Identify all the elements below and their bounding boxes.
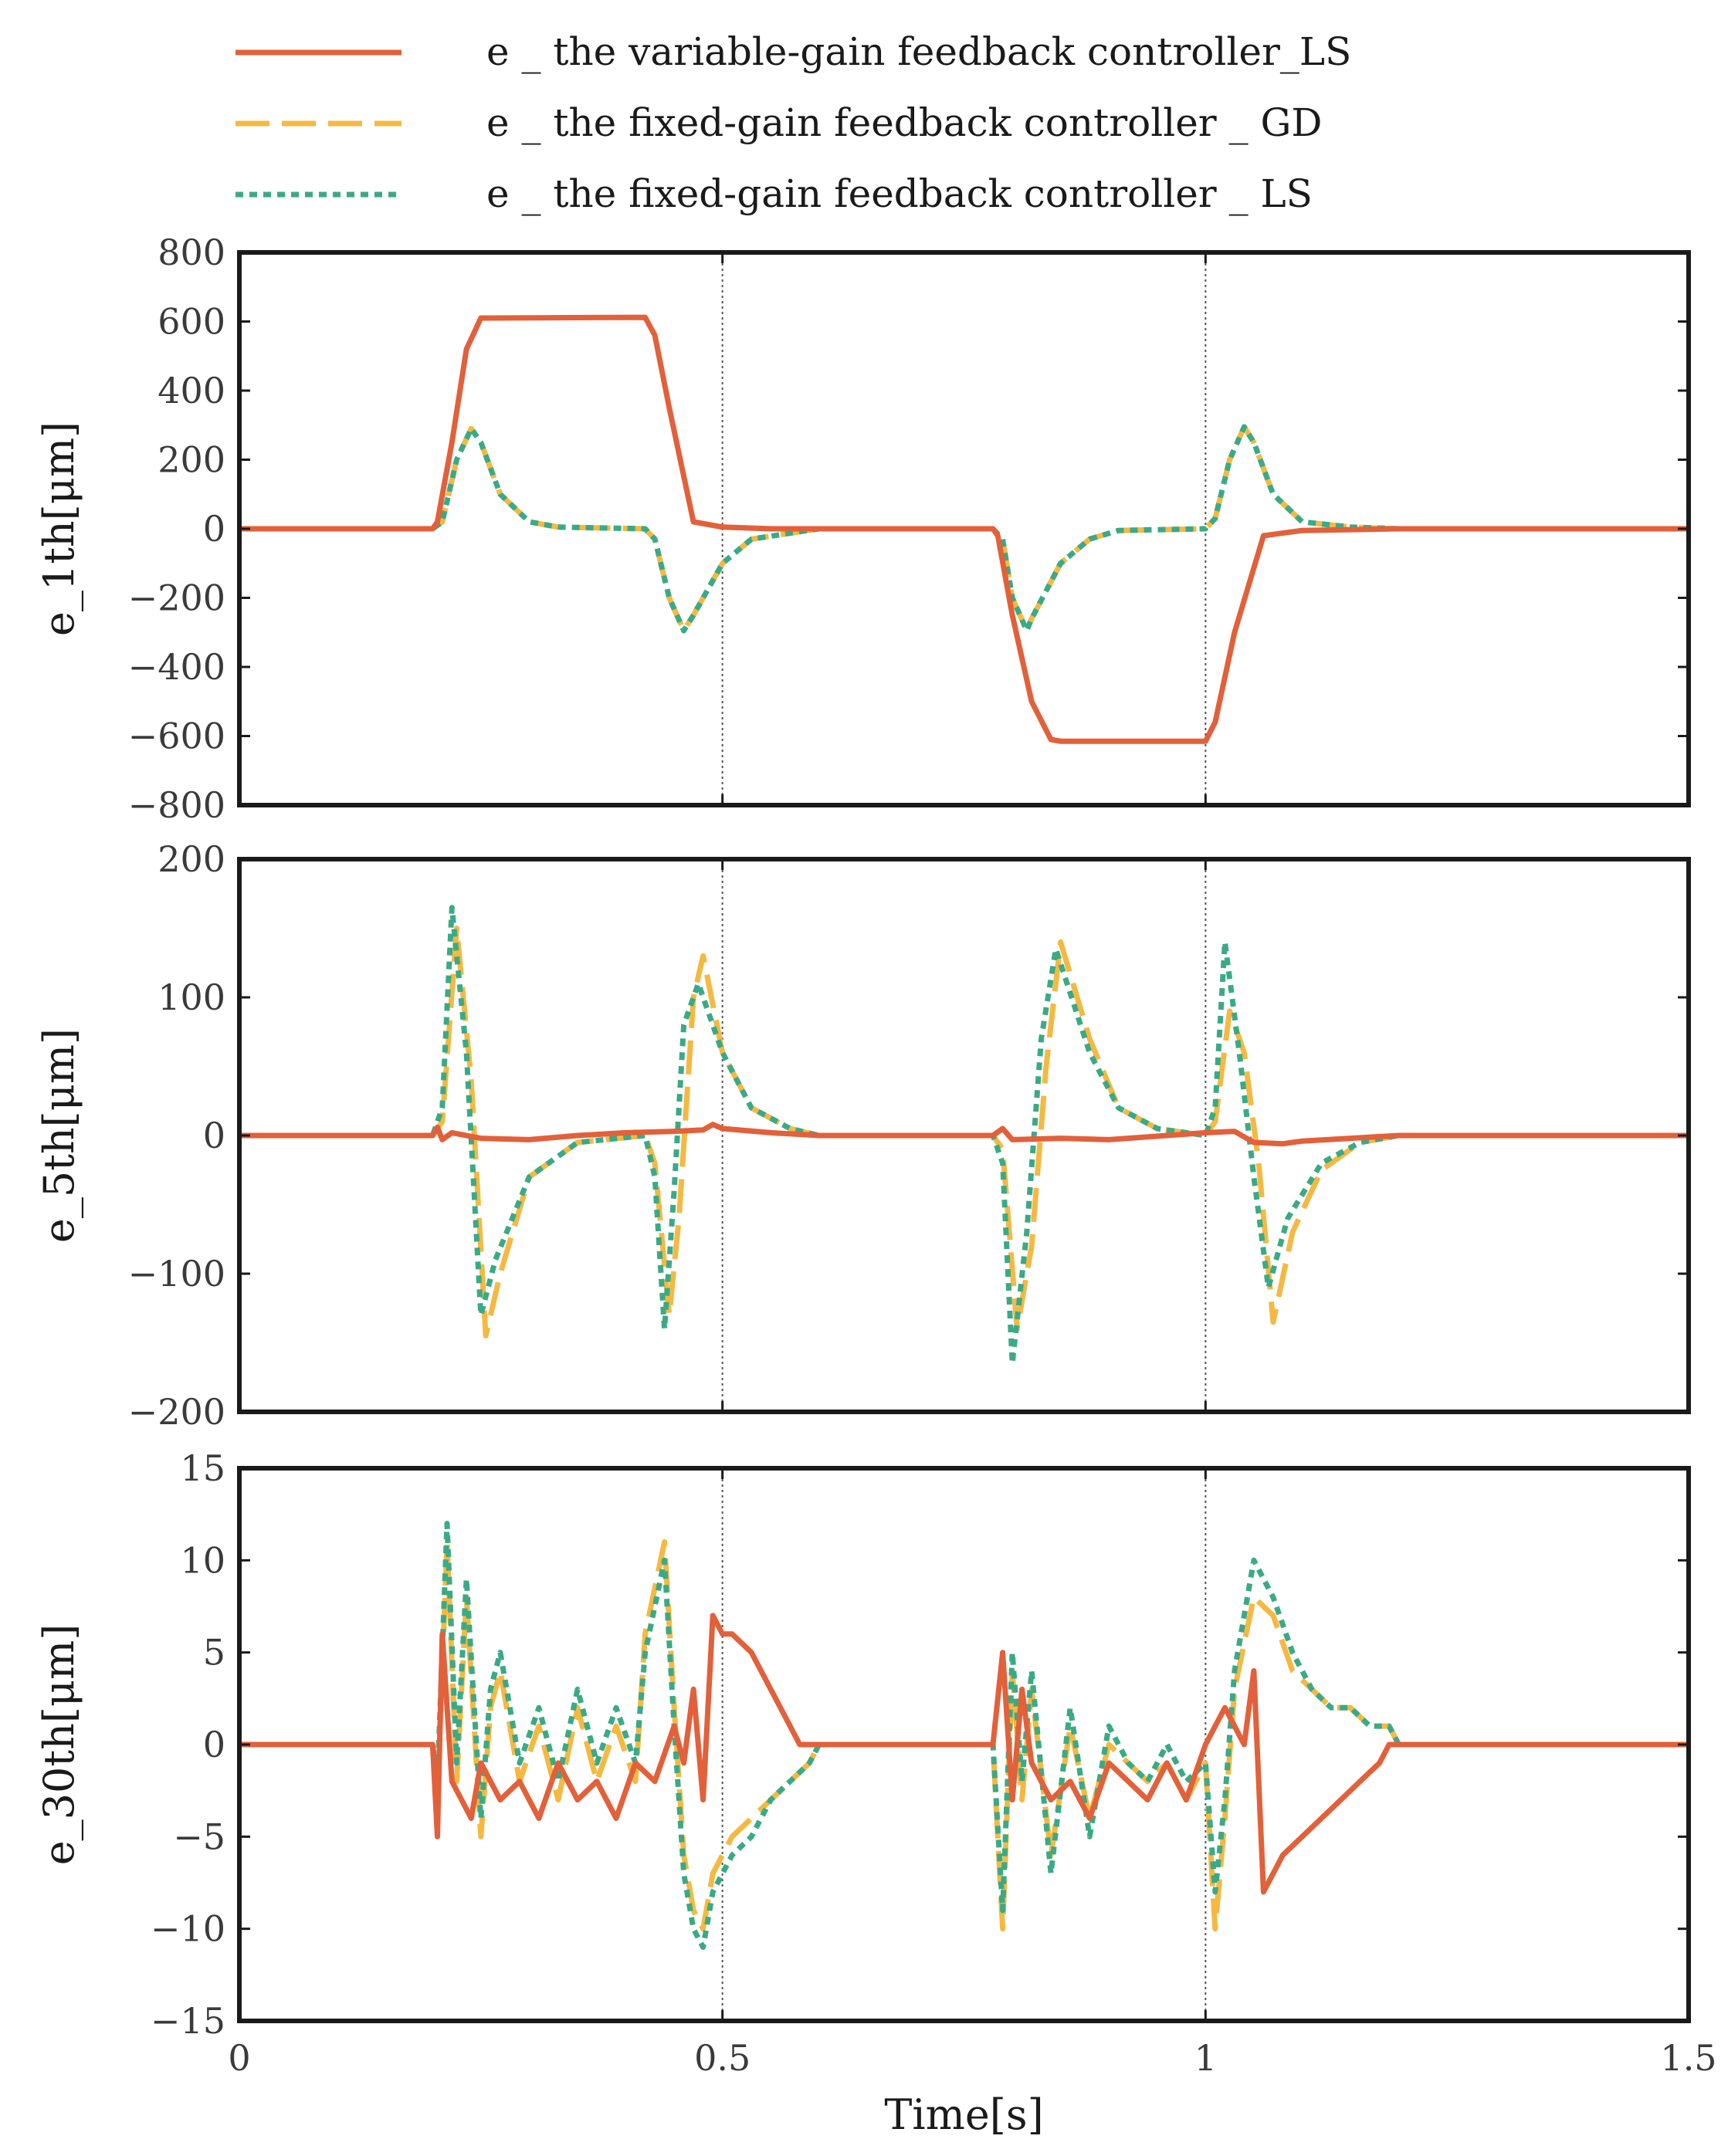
ytick-label: −5	[173, 1816, 225, 1857]
series-line-bottom-0	[239, 1613, 1689, 1895]
ytick-label: −400	[128, 646, 225, 688]
legend-label-0: e _ the variable-gain feedback controlle…	[486, 29, 1351, 74]
ytick-label: 400	[158, 370, 225, 411]
legend-label-1: e _ the fixed-gain feedback controller _…	[486, 100, 1323, 145]
ytick-label: 0	[203, 508, 225, 550]
ytick-label: 0	[203, 1724, 225, 1765]
ytick-label: −10	[151, 1908, 225, 1950]
xtick-label: 0	[228, 2037, 250, 2079]
x-axis-label: Time[s]	[884, 2090, 1043, 2139]
legend: e _ the variable-gain feedback controlle…	[235, 29, 1351, 216]
ytick-label: 800	[158, 232, 225, 273]
ytick-label: 600	[158, 301, 225, 343]
ytick-label: 100	[158, 976, 225, 1018]
ytick-label: 0	[203, 1115, 225, 1156]
ytick-label: −800	[128, 784, 225, 826]
series-line-middle-0	[239, 1122, 1689, 1147]
series-line-bottom-2	[239, 1521, 1689, 1950]
ytick-label: −15	[151, 2000, 225, 2042]
panel-middle: 200 100 0 −100 −200 e_5th[μm]	[35, 838, 1691, 1433]
y-axis-label-bottom: e_30th[μm]	[35, 1624, 83, 1866]
ytick-label: 5	[203, 1632, 225, 1674]
ytick-label: 200	[158, 439, 225, 481]
ytick-label: −200	[128, 577, 225, 619]
ytick-label: −200	[128, 1391, 225, 1433]
ytick-label: 15	[180, 1447, 225, 1489]
xtick-label: 1.5	[1660, 2037, 1716, 2079]
ytick-label: −600	[128, 716, 225, 757]
xtick-label: 0.5	[694, 2037, 750, 2079]
ytick-label: 200	[158, 838, 225, 880]
y-axis-label-middle: e_5th[μm]	[35, 1028, 83, 1243]
ytick-label: 10	[180, 1539, 225, 1581]
legend-label-2: e _ the fixed-gain feedback controller _…	[486, 171, 1313, 216]
series-line-top-0	[239, 314, 1689, 744]
xtick-label: 1	[1194, 2037, 1217, 2079]
chart-panels: 800 600 400 200 0 −200 −400 −600 −800 e_1th[μm] 20…	[35, 232, 1717, 2139]
series-line-bottom-1	[239, 1539, 1689, 1932]
ytick-label: −100	[128, 1253, 225, 1295]
y-axis-label-top: e_1th[μm]	[35, 421, 83, 636]
panel-top: 800 600 400 200 0 −200 −400 −600 −800 e_1th[μm]	[35, 232, 1691, 826]
